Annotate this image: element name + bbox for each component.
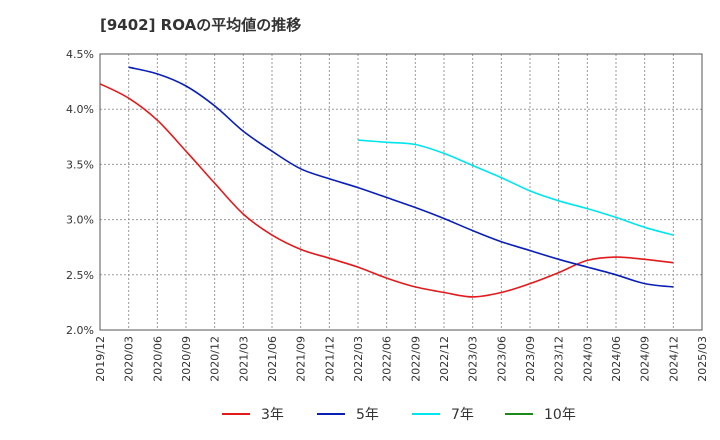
x-tick-label: 2020/06 — [151, 336, 164, 382]
plot-frame — [99, 53, 703, 331]
series-line-1 — [99, 83, 674, 298]
y-tick-label: 4.0% — [66, 103, 94, 116]
y-tick-label: 2.0% — [66, 324, 94, 337]
series-layer — [99, 66, 674, 298]
x-tick-label: 2022/09 — [409, 336, 422, 382]
x-tick-label: 2021/12 — [323, 336, 336, 382]
series-line-2 — [128, 66, 674, 288]
x-tick-label: 2020/09 — [180, 336, 193, 382]
x-tick-label: 2022/12 — [438, 336, 451, 382]
x-tick-label: 2024/12 — [667, 336, 680, 382]
x-tick-label: 2020/03 — [123, 336, 136, 382]
x-tick-label: 2023/12 — [553, 336, 566, 382]
grid-layer — [99, 53, 703, 331]
y-tick-label: 2.5% — [66, 269, 94, 282]
x-tick-label: 2025/03 — [696, 336, 709, 382]
legend-label-1: 3年 — [261, 407, 284, 423]
x-tick-label: 2021/03 — [237, 336, 250, 382]
x-tick-label: 2022/03 — [352, 336, 365, 382]
x-tick-label: 2024/03 — [581, 336, 594, 382]
x-tick-label: 2022/06 — [381, 336, 394, 382]
series-line-3 — [357, 139, 674, 236]
x-tick-label: 2024/09 — [639, 336, 652, 382]
x-tick-label: 2021/09 — [295, 336, 308, 382]
legend-label-4: 10年 — [544, 407, 576, 423]
x-tick-label: 2019/12 — [94, 336, 107, 382]
x-tick-label: 2023/06 — [495, 336, 508, 382]
y-tick-label: 4.5% — [66, 48, 94, 61]
legend-label-3: 7年 — [451, 407, 474, 423]
chart-title: [9402] ROAの平均値の推移 — [100, 16, 302, 34]
legend-label-2: 5年 — [356, 407, 379, 423]
axis-layer: 2.0% 2.5% 3.0% 3.5% 4.0% 4.5% 2019/12 2020/03 20… — [66, 48, 709, 382]
x-tick-label: 2023/03 — [467, 336, 480, 382]
x-tick-label: 2020/12 — [209, 336, 222, 382]
y-tick-label: 3.0% — [66, 214, 94, 227]
x-tick-label: 2021/06 — [266, 336, 279, 382]
y-tick-label: 3.5% — [66, 158, 94, 171]
x-tick-label: 2023/09 — [524, 336, 537, 382]
legend: 3年 5年 7年 10年 — [222, 407, 576, 423]
x-tick-label: 2024/06 — [610, 336, 623, 382]
